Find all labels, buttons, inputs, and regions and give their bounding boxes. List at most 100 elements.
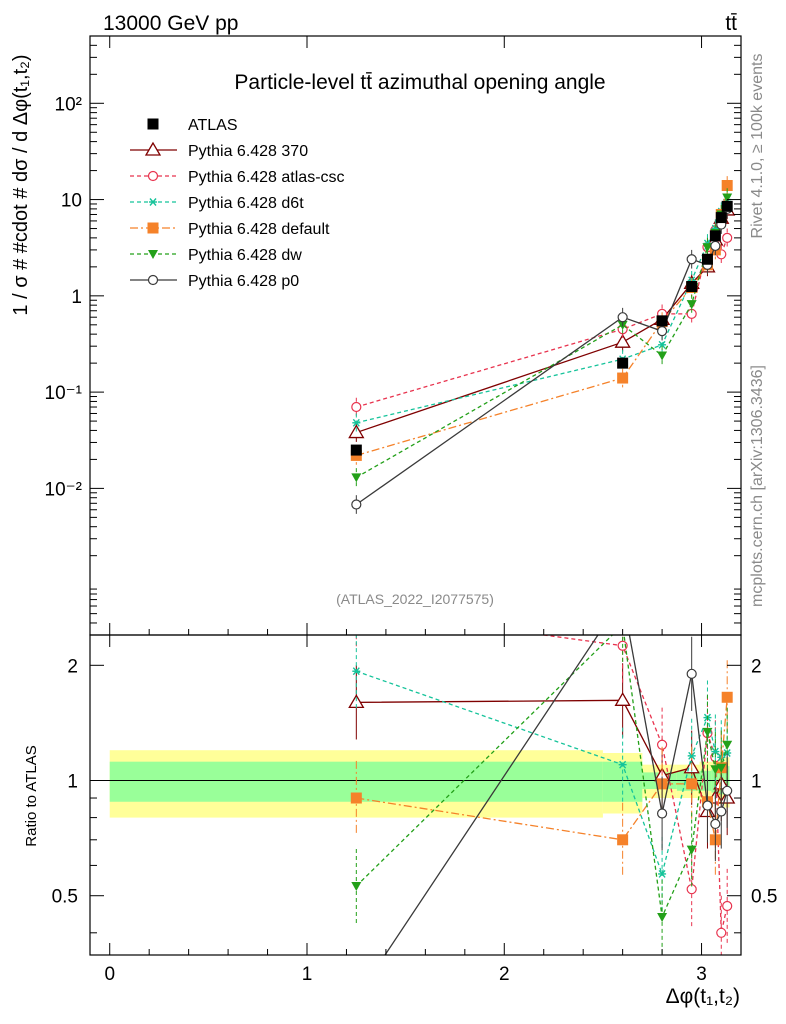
main-5-point	[351, 499, 362, 510]
ratio-y-tick-label-left: 1	[67, 772, 78, 793]
ratio-4-point	[351, 882, 362, 892]
main-4-point	[657, 351, 668, 361]
legend-marker	[147, 170, 159, 182]
legend-marker-d2	[149, 198, 157, 206]
ratio-5-series	[352, 593, 733, 1003]
ratio-5-point	[702, 800, 713, 811]
atlas-point	[617, 357, 629, 369]
ratio-2-point-d2	[717, 753, 725, 762]
main-y-tick-label: 10⁻²	[45, 479, 83, 500]
ratio-axis-label: Ratio to ATLAS	[23, 745, 40, 846]
ratio-0-point	[614, 692, 631, 706]
legend-label: Pythia 6.428 370	[188, 143, 308, 160]
x-tick-label: 2	[499, 964, 510, 985]
ratio-5-point	[352, 994, 361, 1003]
ratio-y-tick-label-left: 0.5	[52, 887, 78, 908]
main-4-point	[722, 193, 733, 203]
main-y-tick-label: 1	[71, 287, 82, 308]
ratio-4-point	[618, 621, 628, 630]
chart-title: Particle-level tt̄ azimuthal opening ang…	[234, 71, 605, 94]
ratio-4-point	[722, 740, 733, 750]
ratio-5-point	[656, 808, 668, 819]
ratio-3-point	[350, 792, 362, 804]
main-5-point	[710, 240, 721, 252]
legend-label: Pythia 6.428 p0	[188, 273, 299, 290]
legend-label: ATLAS	[188, 117, 238, 134]
legend-marker	[147, 118, 159, 130]
ratio-panel: 0 1 2 3 0.5 0.5 1 1 2 2	[52, 593, 777, 1003]
ratio-1-point	[722, 900, 733, 912]
main-0-point	[348, 424, 365, 439]
main-3-point	[721, 179, 733, 191]
legend-marker	[147, 222, 159, 234]
main-4-line	[355, 197, 728, 478]
ratio-4-point	[702, 727, 713, 737]
ratio-2-point-d2	[688, 751, 696, 760]
legend-label: Pythia 6.428 default	[188, 221, 330, 238]
ratio-2-point	[687, 751, 696, 760]
main-4-point	[702, 243, 713, 253]
main-y-tick-label: 10	[61, 191, 82, 212]
x-tick-label: 1	[302, 964, 313, 985]
main-4-point	[686, 300, 697, 310]
ratio-frame	[89, 634, 742, 956]
ratio-5-point	[618, 593, 627, 602]
atlas-point	[686, 281, 698, 293]
ratio-y-tick-label-right: 0.5	[751, 887, 777, 908]
ratio-y-tick-label-left: 2	[67, 656, 78, 677]
ratio-2-point	[711, 747, 720, 756]
ratio-1-point	[716, 927, 727, 938]
ratio-2-point	[352, 667, 361, 676]
main-2-point	[658, 340, 667, 349]
ratio-4-point	[686, 845, 697, 855]
ratio-2-point-d2	[711, 747, 719, 756]
main-panel: 10⁻² 10⁻¹ 1 10 10² Particle-level tt̄ azimut…	[45, 35, 742, 636]
main-5-point	[686, 254, 697, 265]
ratio-3-point	[721, 691, 733, 703]
atlas-point	[721, 200, 733, 212]
legend-label: Pythia 6.428 d6t	[188, 195, 304, 212]
ratio-2-point-d2	[619, 760, 627, 769]
main-2-line	[356, 199, 728, 424]
main-2-point-d2	[658, 340, 666, 349]
main-2-point	[352, 418, 361, 427]
x-axis-label: Δφ(t₁,t₂)	[666, 985, 740, 1008]
main-2-series	[352, 190, 732, 433]
y-axis-label: 1 / σ # #cdot # dσ / d Δφ(t₁,t₂)	[10, 54, 32, 315]
ratio-2-point	[658, 869, 667, 878]
ratio-3-point	[686, 778, 698, 790]
main-5-point	[656, 326, 668, 337]
rivet-label: Rivet 4.1.0, ≥ 100k events	[749, 54, 766, 239]
atlas-point	[656, 315, 668, 327]
ratio-5-point	[722, 785, 733, 796]
main-0-line	[356, 209, 728, 434]
atlas-point	[709, 230, 721, 242]
atlas-point	[350, 444, 362, 456]
legend: ATLAS Pythia 6.428 370 Pythia 6.428 atlas-…	[130, 117, 345, 290]
main-1-line	[356, 228, 728, 408]
main-2-point-d2	[352, 418, 360, 427]
x-tick-label: 3	[696, 964, 707, 985]
ratio-4-series	[351, 621, 733, 955]
main-3-point	[617, 372, 629, 384]
ratio-2-point	[618, 760, 627, 769]
ratio-5-point	[716, 806, 727, 817]
ratio-5-point	[686, 668, 697, 679]
legend-marker	[148, 250, 158, 259]
atlas-series	[350, 200, 733, 456]
ratio-2-point-d2	[658, 869, 666, 878]
main-1-point	[351, 401, 362, 413]
ratio-5-point	[710, 818, 721, 830]
main-5-line	[355, 208, 728, 506]
ratio-y-tick-label-right: 2	[751, 656, 762, 677]
atlas-point	[715, 212, 727, 224]
main-3-series	[350, 176, 733, 465]
main-1-point	[722, 232, 733, 243]
ratio-axes: 0 1 2 3 0.5 0.5 1 1 2 2	[52, 635, 777, 985]
main-y-tick-label: 10²	[55, 94, 82, 115]
main-0-series	[348, 200, 736, 442]
main-axes: 10⁻² 10⁻¹ 1 10 10²	[45, 35, 741, 636]
legend-marker	[144, 141, 162, 156]
ratio-2-point-d2	[352, 667, 360, 676]
